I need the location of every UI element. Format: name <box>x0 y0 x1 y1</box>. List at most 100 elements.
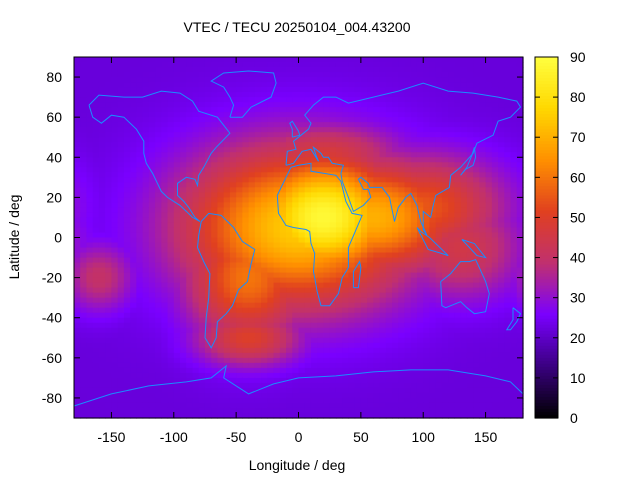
heatmap-cell <box>317 207 325 214</box>
heatmap-cell <box>385 357 393 364</box>
heatmap-cell <box>148 97 156 103</box>
heatmap-cell <box>498 352 505 359</box>
heatmap-cell <box>279 377 287 384</box>
heatmap-cell <box>373 227 381 234</box>
heatmap-cell <box>479 257 487 264</box>
heatmap-cell <box>155 257 162 264</box>
heatmap-cell <box>360 57 368 63</box>
heatmap-cell <box>211 237 219 244</box>
heatmap-cell <box>273 357 281 364</box>
heatmap-cell <box>392 387 399 394</box>
heatmap-cell <box>130 147 137 153</box>
heatmap-cell <box>180 347 187 354</box>
heatmap-cell <box>348 357 356 364</box>
heatmap-cell <box>435 117 443 123</box>
heatmap-cell <box>367 162 374 168</box>
heatmap-cell <box>155 302 162 309</box>
heatmap-cell <box>398 112 406 118</box>
heatmap-cell <box>342 227 349 234</box>
heatmap-cell <box>180 367 187 374</box>
heatmap-cell <box>192 242 200 249</box>
heatmap-cell <box>335 307 343 314</box>
heatmap-cell <box>510 372 518 379</box>
heatmap-cell <box>323 312 331 319</box>
heatmap-cell <box>360 397 368 404</box>
heatmap-cell <box>460 267 468 274</box>
heatmap-cell <box>217 302 225 309</box>
heatmap-cell <box>423 357 431 364</box>
heatmap-cell <box>491 397 499 404</box>
heatmap-cell <box>310 277 318 284</box>
heatmap-cell <box>155 92 162 98</box>
heatmap-cell <box>180 72 187 78</box>
heatmap-cell <box>454 272 462 279</box>
heatmap-cell <box>136 202 144 209</box>
heatmap-cell <box>335 142 343 148</box>
heatmap-cell <box>167 267 175 274</box>
heatmap-cell <box>161 257 169 264</box>
heatmap-cell <box>186 222 194 229</box>
heatmap-cell <box>242 152 250 158</box>
heatmap-cell <box>504 382 512 389</box>
heatmap-cell <box>410 242 418 249</box>
heatmap-cell <box>379 372 387 379</box>
heatmap-cell <box>136 152 144 158</box>
heatmap-cell <box>379 232 387 239</box>
heatmap-cell <box>223 307 231 314</box>
heatmap-cell <box>435 357 443 364</box>
heatmap-cell <box>98 77 106 83</box>
heatmap-cell <box>186 377 194 384</box>
heatmap-cell <box>254 137 262 143</box>
heatmap-cell <box>161 322 169 329</box>
heatmap-cell <box>410 222 418 229</box>
heatmap-cell <box>354 202 362 209</box>
heatmap-cell <box>323 157 331 163</box>
heatmap-cell <box>211 202 219 209</box>
heatmap-cell <box>304 192 312 198</box>
heatmap-cell <box>217 197 225 203</box>
heatmap-cell <box>123 367 131 374</box>
heatmap-cell <box>217 112 225 118</box>
heatmap-cell <box>292 237 300 244</box>
heatmap-cell <box>398 347 406 354</box>
heatmap-cell <box>217 267 225 274</box>
heatmap-cell <box>423 92 431 98</box>
heatmap-cell <box>279 212 287 219</box>
heatmap-cell <box>304 122 312 128</box>
heatmap-cell <box>286 302 293 309</box>
heatmap-cell <box>354 302 362 309</box>
heatmap-cell <box>198 342 206 349</box>
heatmap-cell <box>416 67 424 73</box>
heatmap-cell <box>473 122 480 128</box>
heatmap-cell <box>117 387 125 394</box>
heatmap-cell <box>310 287 318 294</box>
heatmap-cell <box>180 247 187 254</box>
heatmap-cell <box>410 237 418 244</box>
heatmap-cell <box>304 337 312 344</box>
heatmap-cell <box>454 197 462 203</box>
heatmap-cell <box>267 207 275 214</box>
heatmap-cell <box>92 247 100 254</box>
heatmap-cell <box>298 207 306 214</box>
heatmap-cell <box>479 382 487 389</box>
heatmap-cell <box>379 157 387 163</box>
heatmap-cell <box>92 287 100 294</box>
heatmap-cell <box>180 287 187 294</box>
heatmap-cell <box>348 317 356 324</box>
heatmap-cell <box>498 107 505 113</box>
heatmap-cell <box>348 312 356 319</box>
heatmap-cell <box>466 217 474 224</box>
heatmap-cell <box>86 212 94 219</box>
heatmap-cell <box>254 232 262 239</box>
heatmap-cell <box>310 312 318 319</box>
heatmap-cell <box>105 172 113 178</box>
heatmap-cell <box>74 322 81 329</box>
heatmap-cell <box>448 262 456 269</box>
heatmap-cell <box>385 57 393 63</box>
heatmap-cell <box>279 97 287 103</box>
heatmap-cell <box>392 77 399 83</box>
heatmap-cell <box>161 127 169 133</box>
heatmap-cell <box>454 97 462 103</box>
heatmap-cell <box>460 187 468 193</box>
heatmap-cell <box>180 222 187 229</box>
